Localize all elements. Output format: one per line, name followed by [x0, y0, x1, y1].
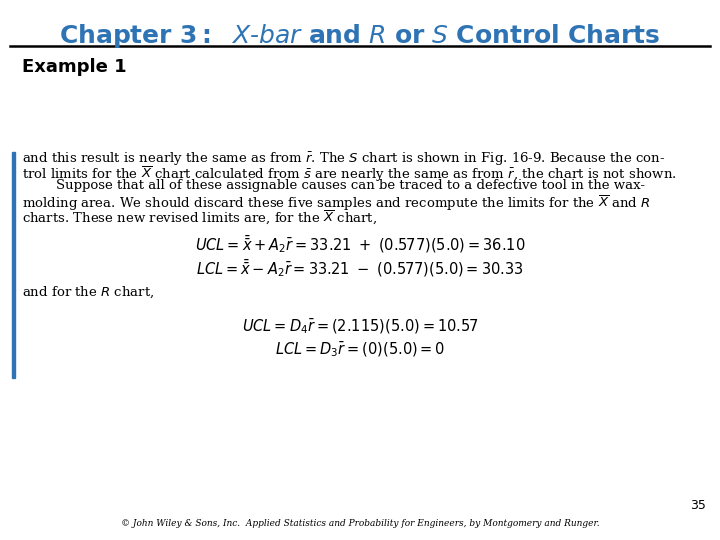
Text: molding area. We should discard these five samples and recompute the limits for : molding area. We should discard these fi…: [22, 193, 650, 213]
Text: Example 1: Example 1: [22, 58, 127, 76]
Text: $\bf{Chapter\ 3:}$  $\mathbf{\mathit{X}}$$\bf{\text{-}}$$\mathbf{\mathit{bar}}$$: $\bf{Chapter\ 3:}$ $\mathbf{\mathit{X}}$…: [60, 22, 660, 50]
Bar: [12, 152, 15, 378]
Text: trol limits for the $\overline{X}$ chart calculated from $\bar{s}$ are nearly th: trol limits for the $\overline{X}$ chart…: [22, 165, 677, 184]
Text: and for the $R$ chart,: and for the $R$ chart,: [22, 285, 154, 300]
Text: © John Wiley & Sons, Inc.  Applied Statistics and Probability for Engineers, by : © John Wiley & Sons, Inc. Applied Statis…: [121, 519, 599, 528]
Text: $LCL = \bar{\bar{x}} - A_2\bar{r} = 33.21\ -\ (0.577)(5.0) = 30.33$: $LCL = \bar{\bar{x}} - A_2\bar{r} = 33.2…: [196, 258, 524, 280]
Text: $LCL = D_3\bar{r} = (0)(5.0) = 0$: $LCL = D_3\bar{r} = (0)(5.0) = 0$: [275, 340, 445, 360]
Text: charts. These new revised limits are, for the $\overline{X}$ chart,: charts. These new revised limits are, fo…: [22, 208, 377, 226]
Text: Suppose that all of these assignable causes can be traced to a defective tool in: Suppose that all of these assignable cau…: [22, 179, 645, 192]
Text: and this result is nearly the same as from $\bar{r}$. The $S$ chart is shown in : and this result is nearly the same as fr…: [22, 150, 665, 167]
Text: 35: 35: [690, 499, 706, 512]
Text: $UCL = D_4\bar{r} = (2.115)(5.0) = 10.57$: $UCL = D_4\bar{r} = (2.115)(5.0) = 10.57…: [242, 317, 478, 336]
Text: $UCL = \bar{\bar{x}} + A_2\bar{r} = 33.21\ +\ (0.577)(5.0) = 36.10$: $UCL = \bar{\bar{x}} + A_2\bar{r} = 33.2…: [194, 234, 526, 255]
